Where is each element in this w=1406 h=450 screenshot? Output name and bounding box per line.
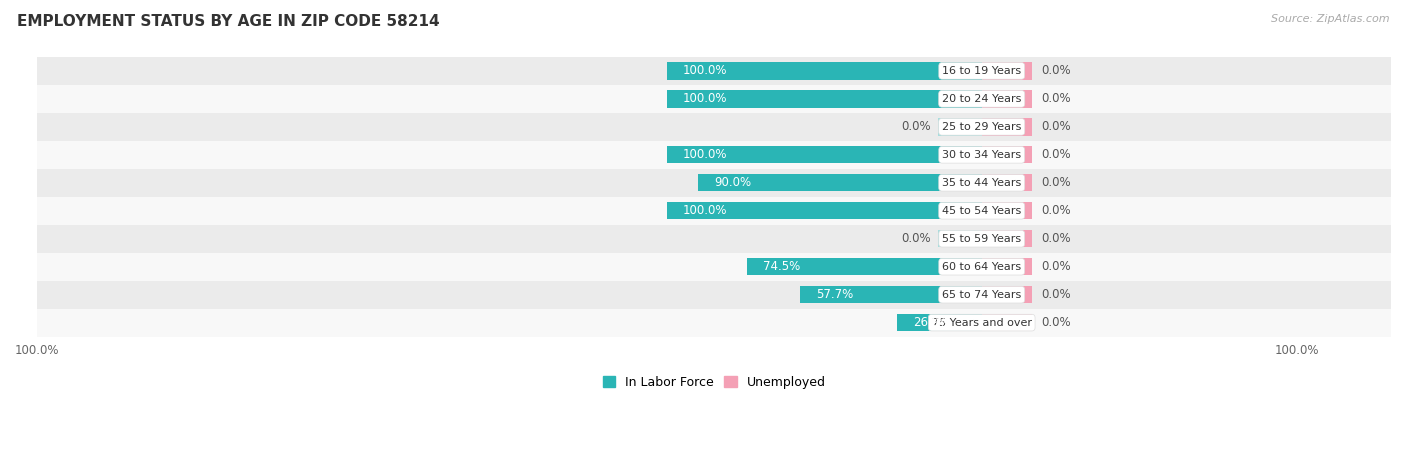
Bar — [897, 314, 981, 331]
Bar — [37, 281, 1391, 309]
Text: 75 Years and over: 75 Years and over — [932, 318, 1032, 328]
Text: 0.0%: 0.0% — [1042, 260, 1071, 273]
Text: 0.0%: 0.0% — [1042, 120, 1071, 133]
Bar — [938, 118, 981, 135]
Text: 100.0%: 100.0% — [683, 64, 727, 77]
Bar — [747, 258, 981, 275]
Bar — [37, 169, 1391, 197]
Text: 30 to 34 Years: 30 to 34 Years — [942, 150, 1021, 160]
Bar — [37, 197, 1391, 225]
Bar — [981, 314, 1032, 331]
Text: 0.0%: 0.0% — [901, 120, 931, 133]
Text: 45 to 54 Years: 45 to 54 Years — [942, 206, 1021, 216]
Bar — [800, 286, 981, 303]
Text: 25 to 29 Years: 25 to 29 Years — [942, 122, 1021, 132]
Bar — [981, 286, 1032, 303]
Bar — [666, 62, 981, 80]
Bar — [37, 225, 1391, 253]
Bar — [981, 62, 1032, 80]
Text: 100.0%: 100.0% — [683, 148, 727, 161]
Text: 20 to 24 Years: 20 to 24 Years — [942, 94, 1021, 104]
Text: 55 to 59 Years: 55 to 59 Years — [942, 234, 1021, 244]
Bar — [37, 113, 1391, 141]
Text: EMPLOYMENT STATUS BY AGE IN ZIP CODE 58214: EMPLOYMENT STATUS BY AGE IN ZIP CODE 582… — [17, 14, 440, 28]
Bar — [37, 253, 1391, 281]
Text: 100.0%: 100.0% — [683, 92, 727, 105]
Text: 35 to 44 Years: 35 to 44 Years — [942, 178, 1021, 188]
Text: 0.0%: 0.0% — [1042, 64, 1071, 77]
Text: 100.0%: 100.0% — [683, 204, 727, 217]
Bar — [37, 85, 1391, 113]
Text: 16 to 19 Years: 16 to 19 Years — [942, 66, 1021, 76]
Text: 60 to 64 Years: 60 to 64 Years — [942, 262, 1021, 272]
Bar — [37, 141, 1391, 169]
Text: 0.0%: 0.0% — [1042, 232, 1071, 245]
Bar — [37, 309, 1391, 337]
Text: 74.5%: 74.5% — [763, 260, 800, 273]
Bar — [699, 174, 981, 191]
Bar — [666, 90, 981, 108]
Bar — [938, 230, 981, 248]
Text: 0.0%: 0.0% — [1042, 288, 1071, 301]
Bar — [981, 90, 1032, 108]
Bar — [37, 57, 1391, 85]
Bar — [981, 146, 1032, 163]
Text: 0.0%: 0.0% — [1042, 204, 1071, 217]
Legend: In Labor Force, Unemployed: In Labor Force, Unemployed — [598, 371, 831, 394]
Bar — [666, 202, 981, 220]
Bar — [981, 202, 1032, 220]
Bar — [981, 174, 1032, 191]
Text: 57.7%: 57.7% — [815, 288, 853, 301]
Text: 0.0%: 0.0% — [901, 232, 931, 245]
Text: 0.0%: 0.0% — [1042, 316, 1071, 329]
Bar — [981, 258, 1032, 275]
Text: 26.9%: 26.9% — [912, 316, 950, 329]
Text: 0.0%: 0.0% — [1042, 176, 1071, 189]
Text: Source: ZipAtlas.com: Source: ZipAtlas.com — [1271, 14, 1389, 23]
Text: 0.0%: 0.0% — [1042, 92, 1071, 105]
Bar — [981, 118, 1032, 135]
Bar — [981, 230, 1032, 248]
Bar — [666, 146, 981, 163]
Text: 90.0%: 90.0% — [714, 176, 751, 189]
Text: 65 to 74 Years: 65 to 74 Years — [942, 290, 1021, 300]
Text: 0.0%: 0.0% — [1042, 148, 1071, 161]
